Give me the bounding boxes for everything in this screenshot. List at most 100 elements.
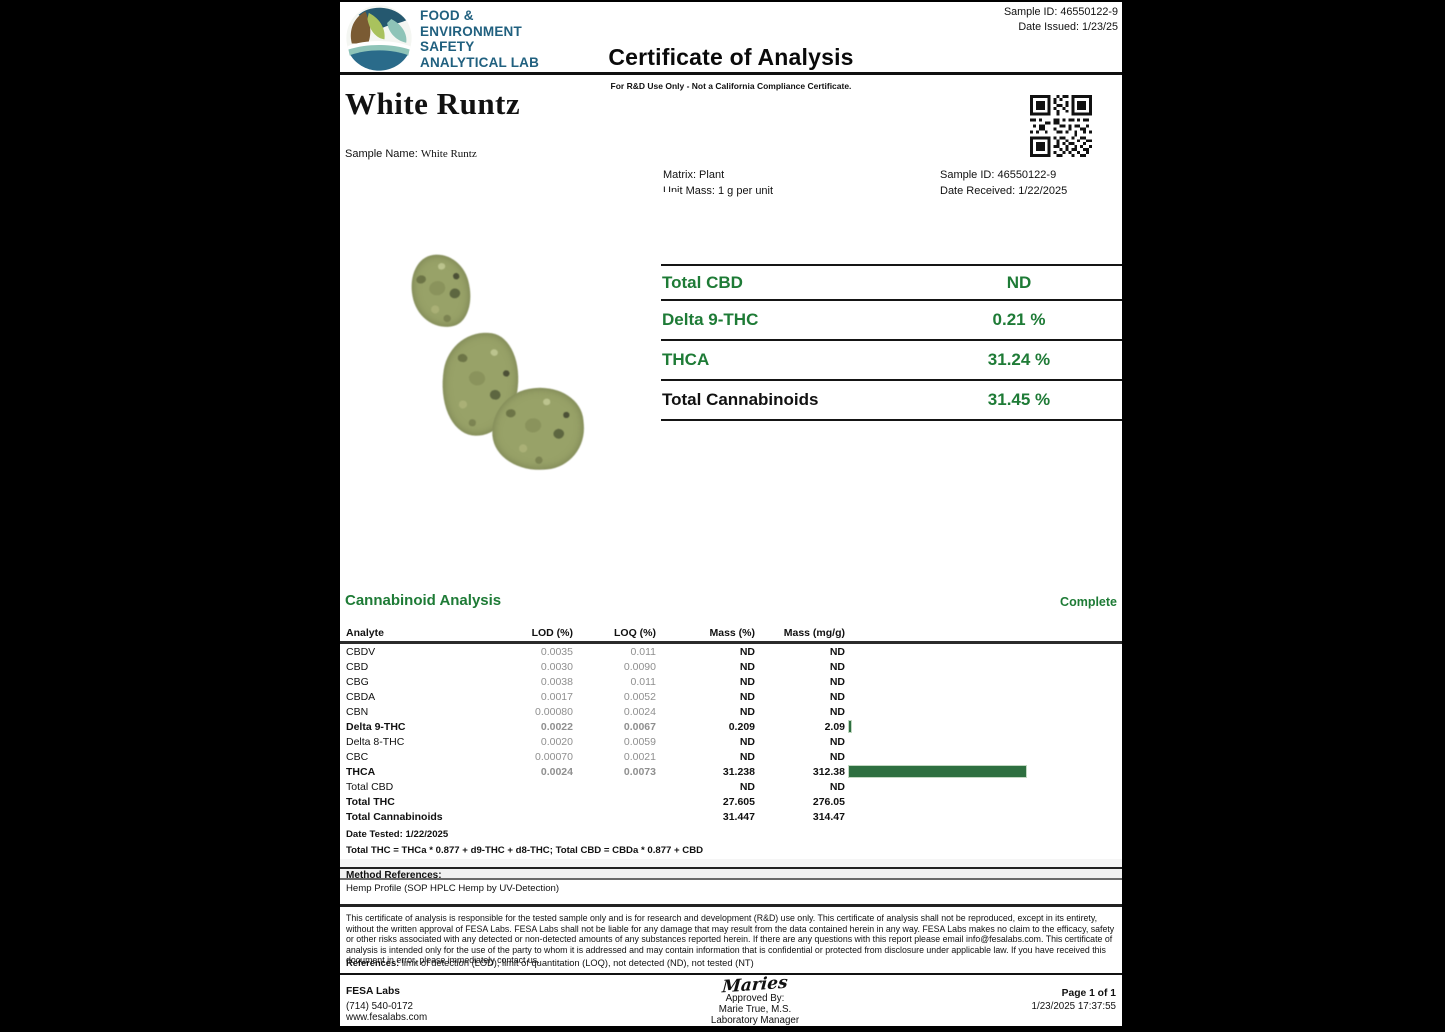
analyte-cell: CBDA (346, 690, 376, 703)
summary-value: 31.45 % (987, 390, 1051, 409)
section-title-cannabinoid-analysis: Cannabinoid Analysis (345, 592, 502, 609)
loq-cell: 0.0073 (623, 765, 656, 778)
table-row: CBDA 0.0017 0.0052 ND ND (340, 689, 1122, 704)
approver-name: Marie True, M.S. (718, 1004, 792, 1015)
summary-value: 0.21 % (992, 310, 1046, 329)
delta9-thc-bar (848, 720, 852, 733)
analyte-cell: CBD (346, 660, 369, 673)
mass-mgg-cell: ND (829, 645, 845, 658)
mass-pct-cell: 31.238 (722, 765, 755, 778)
mass-pct-cell: ND (739, 645, 755, 658)
summary-row-total-cannabinoids: Total Cannabinoids 31.45 % (661, 381, 1122, 421)
mass-mgg-cell: ND (829, 735, 845, 748)
total-thc-formula-note: Total THC = THCa * 0.877 + d9-THC + d8-T… (346, 845, 704, 856)
sample-meta-left: Matrix: Plant Unit Mass: 1 g per unit (663, 167, 773, 199)
approver-signature: Maries (721, 972, 789, 998)
analyte-cell: Total THC (346, 795, 395, 808)
footer-phone: (714) 540-0172 (346, 1000, 413, 1012)
mass-pct-cell: ND (739, 690, 755, 703)
sample-id-top: Sample ID: 46550122-9 (1003, 6, 1118, 18)
issue-meta: Sample ID: 46550122-9 Date Issued: 1/23/… (1004, 5, 1118, 34)
analyte-cell: Total CBD (346, 780, 394, 793)
method-references-heading: Method References: (340, 867, 1122, 881)
loq-cell: 0.011 (630, 675, 657, 688)
product-name-title: White Runtz (345, 86, 521, 121)
footer-lab-contact: FESA Labs (714) 540-0172 www.fesalabs.co… (346, 986, 427, 1024)
summary-value: 31.24 % (987, 350, 1051, 369)
mass-mgg-cell: ND (829, 705, 845, 718)
mass-mgg-cell: ND (829, 780, 845, 793)
rd-use-disclaimer: For R&D Use Only - Not a California Comp… (610, 81, 852, 91)
analyte-cell: CBG (346, 675, 369, 688)
analyte-cell: CBN (346, 705, 369, 718)
print-timestamp: 1/23/2025 17:37:55 (1031, 1001, 1116, 1012)
summary-label: Total Cannabinoids (662, 390, 819, 409)
loq-cell: 0.0090 (623, 660, 656, 673)
lab-name-line: ENVIRONMENT (420, 23, 522, 39)
lab-name: FOOD & ENVIRONMENT SAFETY ANALYTICAL LAB (420, 8, 539, 70)
sample-name-line: Sample Name: White Runtz (345, 148, 477, 160)
table-row: Total Cannabinoids 31.447 314.47 (340, 809, 1122, 824)
lod-cell: 0.0035 (540, 645, 573, 658)
sample-meta-right: Sample ID: 46550122-9 Date Received: 1/2… (940, 167, 1067, 199)
table-row: CBC 0.00070 0.0021 ND ND (340, 749, 1122, 764)
date-received-line: Date Received: 1/22/2025 (940, 185, 1068, 197)
footer-approval: Maries Approved By: Marie True, M.S. Lab… (670, 972, 840, 1026)
mass-pct-cell: 31.447 (722, 810, 755, 823)
lod-cell: 0.00070 (535, 750, 573, 763)
mass-pct-cell: 0.209 (728, 720, 755, 733)
summary-label: Total CBD (662, 272, 743, 292)
status-badge: Complete (1060, 595, 1117, 609)
loq-cell: 0.0059 (623, 735, 656, 748)
column-header-mass-mgg: Mass (mg/g) (783, 626, 845, 639)
lod-cell: 0.0020 (540, 735, 573, 748)
legal-disclaimer: This certificate of analysis is responsi… (346, 913, 1115, 965)
date-tested-note: Date Tested: 1/22/2025 (346, 829, 449, 840)
analyte-cell: CBC (346, 750, 369, 763)
analyte-cell: Delta 8-THC (346, 735, 405, 748)
column-header-mass-pct: Mass (%) (709, 626, 755, 639)
bar-cell (845, 720, 1122, 733)
footer-website: www.fesalabs.com (346, 1012, 428, 1023)
lab-name-line: FOOD & (420, 8, 474, 23)
certificate-page: FOOD & ENVIRONMENT SAFETY ANALYTICAL LAB… (340, 2, 1122, 1026)
mass-pct-cell: ND (739, 705, 755, 718)
abbreviation-references: References: limit of detection (LOD), li… (346, 958, 754, 968)
loq-cell: 0.0021 (623, 750, 656, 763)
summary-row-thca: THCA 31.24 % (661, 341, 1122, 381)
table-row: Total THC 27.605 276.05 (340, 794, 1122, 809)
table-row: CBDV 0.0035 0.011 ND ND (340, 644, 1122, 659)
page-number: Page 1 of 1 (1061, 988, 1116, 999)
product-photo (360, 192, 680, 562)
lab-name-line: SAFETY (420, 39, 475, 54)
column-header-analyte: Analyte (346, 626, 384, 639)
date-issued: Date Issued: 1/23/25 (1018, 20, 1118, 33)
table-row: CBD 0.0030 0.0090 ND ND (340, 659, 1122, 674)
mass-pct-cell: 27.605 (722, 795, 755, 808)
sample-name-value: White Runtz (420, 148, 477, 160)
lod-cell: 0.0030 (540, 660, 573, 673)
summary-value: ND (1006, 272, 1032, 292)
summary-label: Delta 9-THC (662, 310, 759, 329)
analyte-cell: Delta 9-THC (346, 720, 406, 733)
section-spacer (340, 859, 1122, 867)
potency-summary-table: Total CBD ND Delta 9-THC 0.21 % THCA 31.… (661, 264, 1122, 421)
lod-cell: 0.0038 (540, 675, 573, 688)
table-row-thca: THCA 0.0024 0.0073 31.238 312.38 (340, 764, 1122, 779)
loq-cell: 0.0067 (623, 720, 656, 733)
summary-row-total-cbd: Total CBD ND (661, 264, 1122, 301)
table-row: Total CBD ND ND (340, 779, 1122, 794)
table-row: CBN 0.00080 0.0024 ND ND (340, 704, 1122, 719)
mass-mgg-cell: 276.05 (812, 795, 845, 808)
loq-cell: 0.0024 (623, 705, 656, 718)
unit-mass-line: Unit Mass: 1 g per unit (663, 185, 774, 197)
footer-divider (340, 973, 1122, 975)
table-row: CBG 0.0038 0.011 ND ND (340, 674, 1122, 689)
document-title: Certificate of Analysis (608, 44, 854, 70)
mass-mgg-cell: 314.47 (812, 810, 845, 823)
references-text: limit of detection (LOD), limit of quant… (399, 958, 754, 968)
mass-pct-cell: ND (739, 660, 755, 673)
lod-cell: 0.0017 (540, 690, 573, 703)
loq-cell: 0.011 (630, 645, 657, 658)
column-header-lod: LOD (%) (531, 626, 573, 639)
